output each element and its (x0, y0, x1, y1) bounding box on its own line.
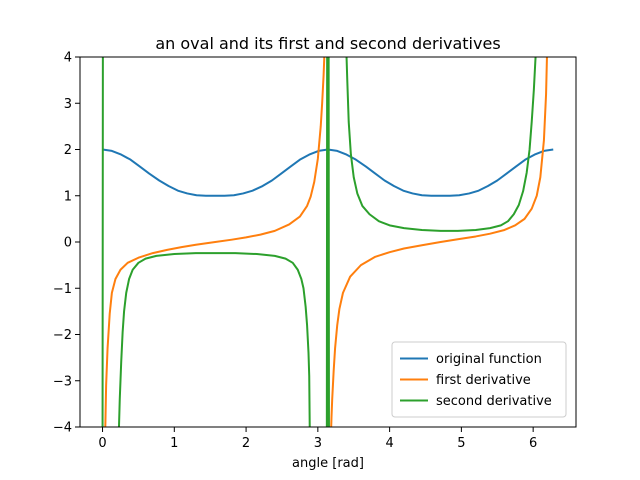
x-tick-label: 3 (314, 436, 322, 451)
y-tick-label: −3 (53, 374, 72, 389)
y-tick-label: −1 (53, 282, 72, 297)
legend-entry-label: second derivative (436, 394, 552, 409)
x-tick-label: 6 (529, 436, 537, 451)
series-line-second-derivative (101, 57, 537, 427)
x-tick-label: 4 (385, 436, 393, 451)
chart-title: an oval and its first and second derivat… (155, 34, 500, 53)
legend-entry-label: first derivative (436, 373, 531, 388)
x-tick-label: 2 (242, 436, 250, 451)
y-tick-label: −4 (53, 421, 72, 436)
y-tick-label: 0 (64, 236, 72, 251)
y-axis: −4 −3 −2 −1 0 1 2 3 4 (53, 51, 80, 436)
x-axis-label: angle [rad] (292, 456, 364, 471)
series-layer (101, 57, 554, 427)
legend-box (391, 341, 567, 418)
y-tick-label: 1 (64, 189, 72, 204)
legend: original function first derivative second … (391, 341, 567, 418)
series-line-first-derivative (104, 57, 548, 427)
legend-entry-label: original function (436, 352, 542, 367)
y-tick-label: 2 (64, 143, 72, 158)
x-tick-label: 0 (98, 436, 106, 451)
y-tick-label: 3 (64, 97, 72, 112)
y-tick-label: −2 (53, 328, 72, 343)
y-tick-label: 4 (64, 51, 72, 66)
x-tick-label: 1 (170, 436, 178, 451)
x-axis: 0 1 2 3 4 5 6 (98, 427, 537, 451)
x-tick-label: 5 (457, 436, 465, 451)
